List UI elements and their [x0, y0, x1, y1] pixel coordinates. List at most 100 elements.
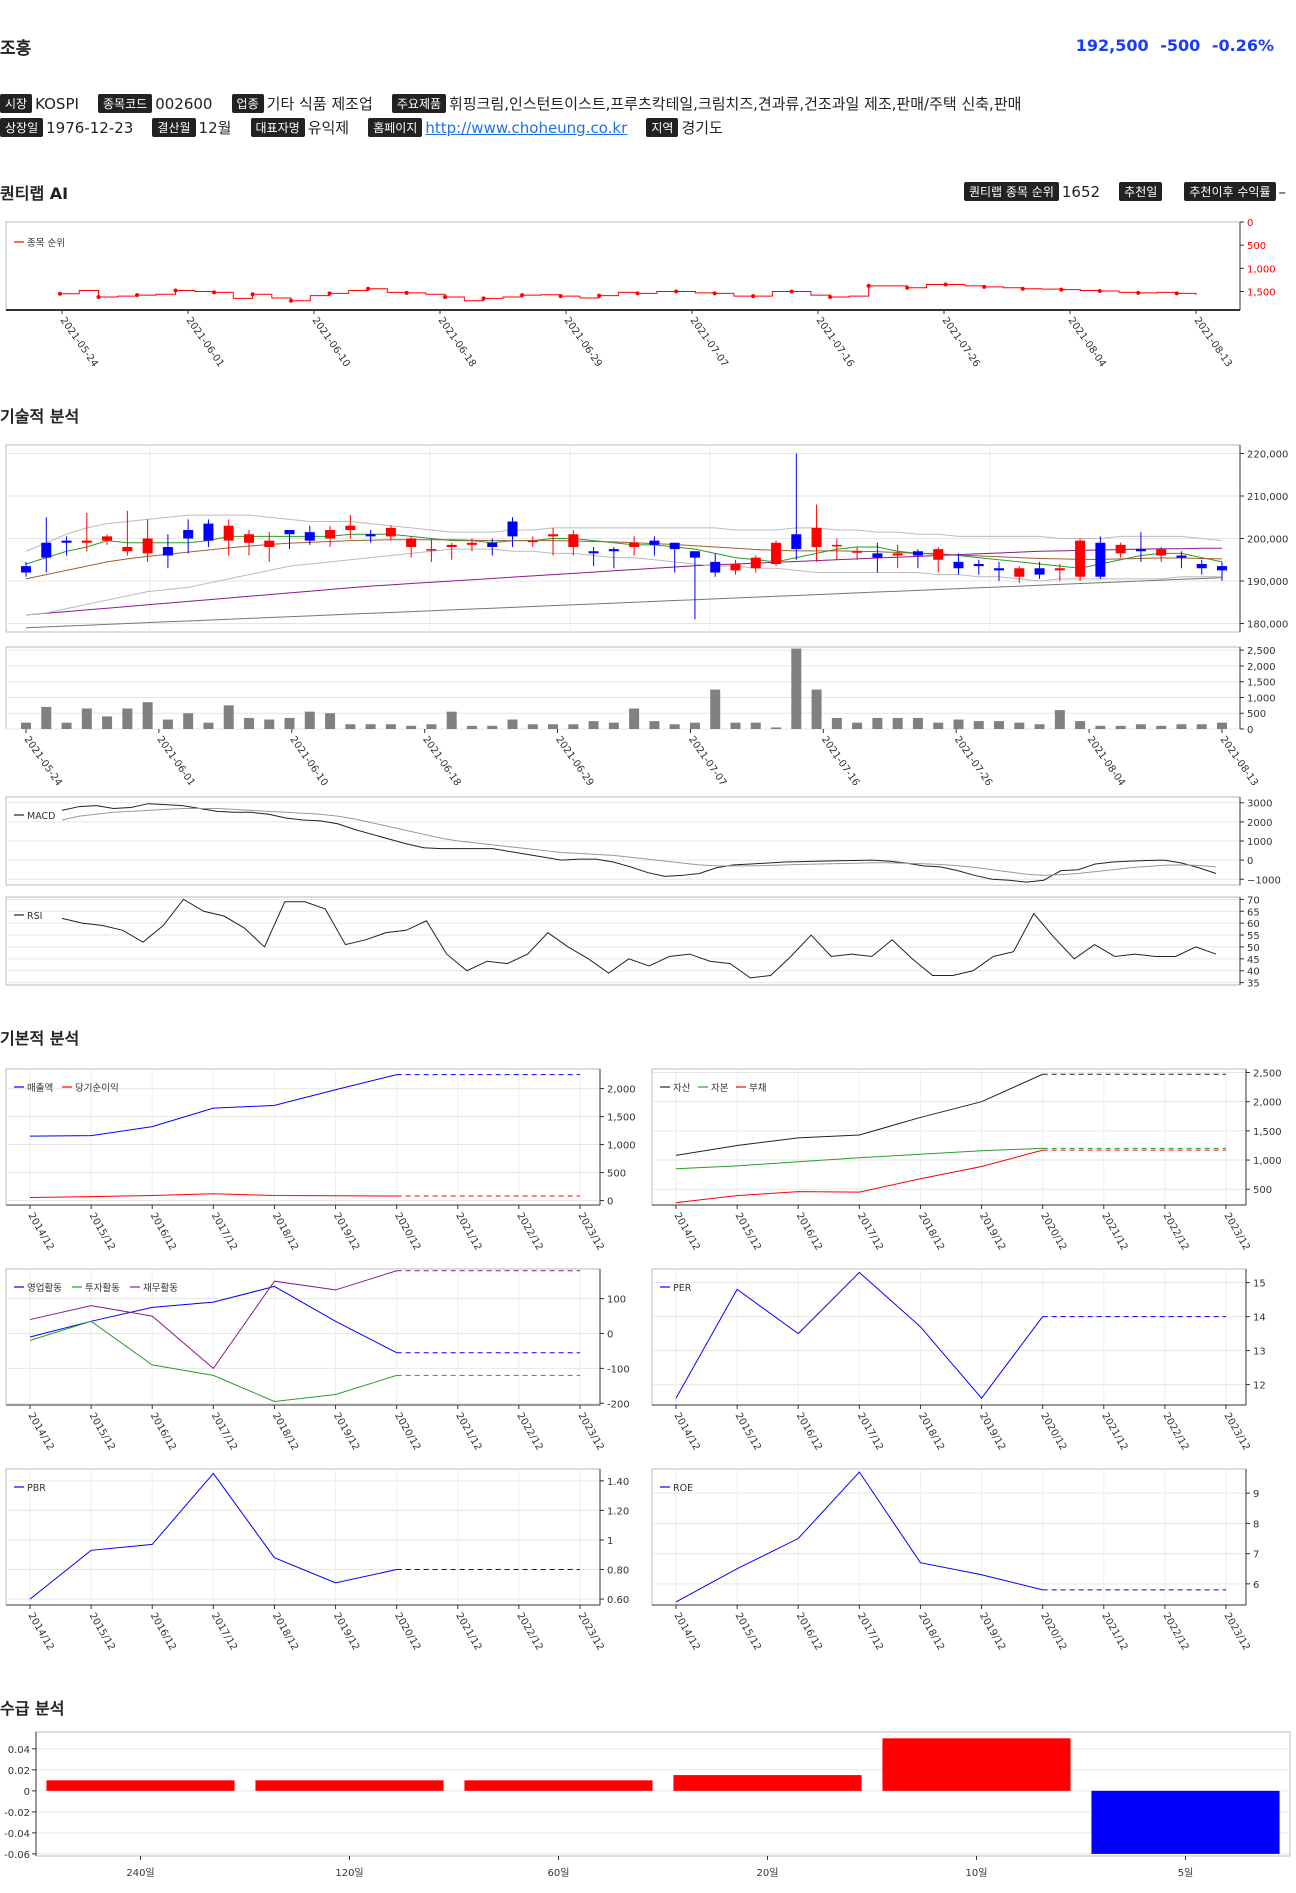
products-value: 휘핑크림,인스턴트이스트,프루츠칵테일,크림치즈,견과류,건조과일 제조,판매/…	[449, 95, 1022, 113]
y-tick-label: 45	[1247, 955, 1260, 966]
volume-bar	[304, 711, 315, 729]
macd-chart: −1000 0 1000 2000 3000 MACD	[5, 796, 1281, 886]
rank-point	[982, 284, 987, 289]
candle-body	[1095, 542, 1106, 577]
series-line	[675, 1149, 1043, 1204]
y-tick-label: 1,000	[607, 1141, 636, 1152]
x-tick-label: 2018/12	[270, 1411, 300, 1452]
volume-bar	[933, 722, 944, 729]
x-tick-label: 2019/12	[331, 1411, 361, 1452]
bb_lower-line	[25, 548, 1222, 616]
volume-bar	[325, 713, 336, 729]
volume-bar	[1075, 721, 1086, 729]
x-tick-label: 2021-07-26	[952, 734, 994, 785]
candle-body	[811, 527, 822, 547]
listed-badge: 상장일	[0, 118, 44, 137]
fundamental-title: 기본적 분석	[0, 1029, 80, 1048]
y-tick-label: 55	[1247, 931, 1260, 942]
rank-point	[212, 290, 217, 295]
y-tick-label: 190,000	[1247, 577, 1288, 588]
legend-label: 부채	[749, 1083, 766, 1094]
x-tick-label: 2021-06-18	[436, 315, 478, 368]
volume-bar	[730, 722, 741, 729]
legend-label: RSI	[27, 911, 42, 922]
volume-bar	[41, 706, 52, 729]
candle-body	[406, 538, 417, 547]
volume-bar	[852, 722, 863, 729]
supply-bar	[1091, 1790, 1280, 1854]
volume-bar	[1095, 725, 1106, 729]
supply-bar	[255, 1780, 444, 1791]
industry-value: 기타 식품 제조업	[266, 95, 373, 113]
x-tick-label: 2017/12	[855, 1411, 885, 1452]
y-tick-label: 14	[1253, 1313, 1266, 1324]
volume-bar	[689, 722, 700, 729]
candle-body	[162, 547, 173, 556]
x-tick-label: 2021-06-10	[310, 315, 352, 368]
macd-signal-line	[61, 807, 1217, 876]
y-tick-label: 40	[1247, 967, 1260, 978]
y-tick-label: 65	[1247, 907, 1260, 918]
stock-price: 192,500	[1075, 36, 1149, 55]
x-tick-label: 2016/12	[794, 1411, 824, 1452]
rank-point	[635, 291, 640, 296]
y-tick-label: 70	[1247, 895, 1260, 906]
bb_upper-line	[25, 514, 1223, 552]
series-line	[29, 1320, 397, 1403]
x-tick-label: 60일	[548, 1867, 570, 1879]
x-tick-label: 2014/12	[671, 1611, 701, 1652]
region-value: 경기도	[681, 119, 723, 137]
candle-body	[568, 534, 579, 547]
volume-bar	[831, 717, 842, 729]
x-tick-label: 2019/12	[331, 1211, 361, 1252]
rank-point	[1174, 291, 1179, 296]
volume-bar	[1217, 722, 1227, 729]
y-tick-label: 8	[1253, 1519, 1259, 1530]
supply-bar	[882, 1738, 1071, 1791]
y-tick-label: 500	[1247, 241, 1266, 252]
x-tick-label: 2016/12	[794, 1211, 824, 1252]
macd-macd-line	[61, 803, 1217, 883]
candle-body	[1176, 555, 1187, 558]
x-tick-label: 2018/12	[916, 1211, 946, 1252]
rank-badge: 퀀티랩 종목 순위	[963, 182, 1059, 201]
candle-body	[771, 542, 782, 564]
legend-label: 종목 순위	[27, 237, 65, 249]
rank-point	[1136, 290, 1141, 295]
x-tick-label: 2022/12	[514, 1211, 544, 1252]
ceo-value: 유익제	[307, 119, 350, 137]
y-tick-label: 1,500	[1247, 678, 1276, 689]
y-tick-label: 2,000	[607, 1085, 636, 1096]
x-tick-label: 2015/12	[87, 1411, 117, 1452]
homepage-badge: 홈페이지	[368, 118, 423, 137]
volume-bar	[588, 721, 599, 729]
legend-label: 당기순이익	[75, 1082, 119, 1094]
y-tick-label: 1,000	[1247, 693, 1276, 704]
x-tick-label: 2021/12	[453, 1211, 483, 1252]
x-tick-label: 2018/12	[270, 1211, 300, 1252]
volume-bar	[568, 724, 579, 729]
candle-body	[264, 540, 275, 547]
fiscal-value: 12월	[198, 119, 232, 137]
volume-bar	[750, 722, 761, 729]
info-row-2: 상장일 1976-12-23 결산월 12월 대표자명 유익제 홈페이지 http://…	[0, 117, 737, 138]
rank-point	[481, 296, 486, 301]
candle-body	[385, 527, 396, 537]
volume-bar	[284, 717, 295, 729]
x-tick-label: 2016/12	[148, 1611, 178, 1652]
candle-body	[527, 540, 538, 543]
y-tick-label: 220,000	[1247, 450, 1288, 461]
x-tick-label: 2021-06-29	[553, 734, 595, 785]
x-tick-label: 20일	[757, 1867, 779, 1879]
homepage-link[interactable]: http://www.choheung.co.kr	[425, 119, 628, 137]
legend-label: 매출액	[27, 1082, 53, 1094]
pbr-chart: 0.60 0.80 1 1.20 1.40 2014/12 2015/12 2016/12 20…	[5, 1468, 629, 1652]
code-badge: 종목코드	[98, 94, 153, 113]
series-line	[675, 1271, 1044, 1399]
y-tick-label: 0.80	[607, 1566, 629, 1577]
stock-name: 조흥	[0, 39, 32, 59]
rank-point	[905, 285, 910, 290]
rec-date-badge: 추천일	[1119, 182, 1163, 201]
candle-body	[629, 542, 640, 547]
x-tick-label: 2023/12	[575, 1211, 605, 1252]
